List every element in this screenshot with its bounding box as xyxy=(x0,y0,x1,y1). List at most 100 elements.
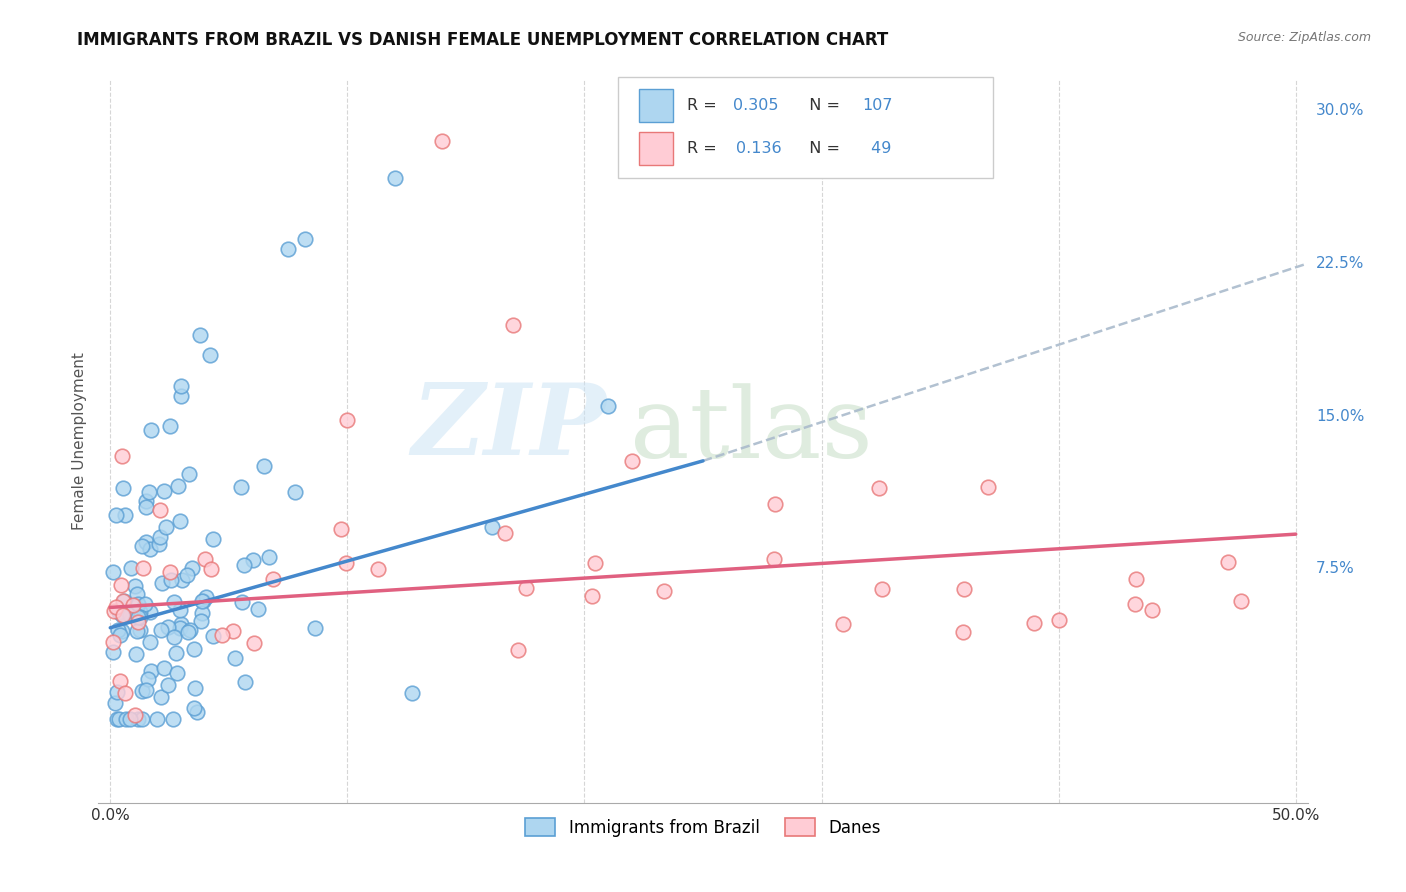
Point xyxy=(222,624,245,638)
Point xyxy=(384,171,406,186)
Point xyxy=(763,497,786,511)
Point xyxy=(150,690,173,705)
Point xyxy=(155,520,177,534)
Point xyxy=(177,467,200,481)
Text: N =: N = xyxy=(799,98,845,113)
Point xyxy=(184,681,207,696)
Point xyxy=(1123,598,1146,612)
Point xyxy=(101,635,124,649)
Point xyxy=(107,623,129,637)
Point xyxy=(156,678,179,692)
Point xyxy=(131,684,153,698)
Point xyxy=(183,641,205,656)
Point xyxy=(101,645,124,659)
Point xyxy=(179,623,201,637)
Text: 30.0%: 30.0% xyxy=(1316,103,1364,119)
Point xyxy=(120,560,142,574)
Point xyxy=(284,485,307,500)
Point xyxy=(194,552,217,566)
Point xyxy=(114,685,136,699)
Point xyxy=(253,458,276,473)
Point xyxy=(191,594,214,608)
Point xyxy=(1125,572,1147,586)
Point xyxy=(1216,555,1239,569)
Point xyxy=(149,502,172,516)
Point xyxy=(335,556,357,570)
Point xyxy=(118,712,141,726)
Point xyxy=(146,712,169,726)
Point xyxy=(211,627,233,641)
Point xyxy=(131,712,153,726)
Text: 107: 107 xyxy=(863,98,893,113)
Point xyxy=(157,619,180,633)
Point xyxy=(170,378,193,392)
Point xyxy=(125,600,148,615)
Point xyxy=(247,602,270,616)
Point xyxy=(194,590,217,604)
Point xyxy=(186,706,208,720)
Point xyxy=(224,651,246,665)
Point xyxy=(170,574,193,588)
Point xyxy=(763,551,786,566)
Point xyxy=(139,542,162,557)
Text: R =: R = xyxy=(688,141,727,156)
Point xyxy=(135,500,157,514)
Point xyxy=(111,607,134,622)
Point xyxy=(952,582,974,596)
Point xyxy=(367,562,389,576)
Point xyxy=(242,553,264,567)
Point xyxy=(502,318,524,332)
Point xyxy=(118,607,141,621)
Point xyxy=(139,635,162,649)
Point xyxy=(121,598,143,612)
Point xyxy=(191,606,214,620)
Point xyxy=(108,605,131,619)
Point xyxy=(201,532,224,546)
Point xyxy=(148,537,170,551)
Point xyxy=(329,522,352,536)
Point xyxy=(231,480,253,494)
Point xyxy=(110,674,132,689)
Point xyxy=(262,572,284,586)
Point xyxy=(165,646,187,660)
Point xyxy=(153,483,176,498)
Point xyxy=(153,661,176,675)
Point xyxy=(976,480,998,494)
Point xyxy=(515,581,537,595)
Point xyxy=(277,242,299,256)
Point xyxy=(112,594,135,608)
Point xyxy=(103,566,125,580)
Text: 22.5%: 22.5% xyxy=(1316,256,1364,271)
Text: Source: ZipAtlas.com: Source: ZipAtlas.com xyxy=(1237,31,1371,45)
Point xyxy=(104,600,127,615)
Point xyxy=(131,540,153,554)
Point xyxy=(107,685,129,699)
Point xyxy=(162,712,184,726)
Point xyxy=(129,605,152,619)
Point xyxy=(135,494,157,508)
Point xyxy=(124,579,146,593)
Point xyxy=(166,479,188,493)
Point xyxy=(105,508,128,523)
Point xyxy=(952,624,974,639)
Legend: Immigrants from Brazil, Danes: Immigrants from Brazil, Danes xyxy=(517,810,889,845)
Point xyxy=(494,525,516,540)
Bar xyxy=(638,132,673,165)
Point xyxy=(652,584,675,599)
Point xyxy=(125,648,148,662)
Point xyxy=(170,389,193,403)
Point xyxy=(1140,603,1163,617)
Point xyxy=(169,621,191,635)
Y-axis label: Female Unemployment: Female Unemployment xyxy=(72,352,87,531)
Point xyxy=(259,550,281,565)
Point xyxy=(149,530,172,544)
Point xyxy=(201,630,224,644)
Point xyxy=(129,610,152,624)
Point xyxy=(163,595,186,609)
Text: N =: N = xyxy=(799,141,845,156)
Point xyxy=(336,413,359,427)
Point xyxy=(103,604,125,618)
Point xyxy=(127,712,149,726)
Point xyxy=(190,327,212,342)
Text: 49: 49 xyxy=(866,141,891,156)
